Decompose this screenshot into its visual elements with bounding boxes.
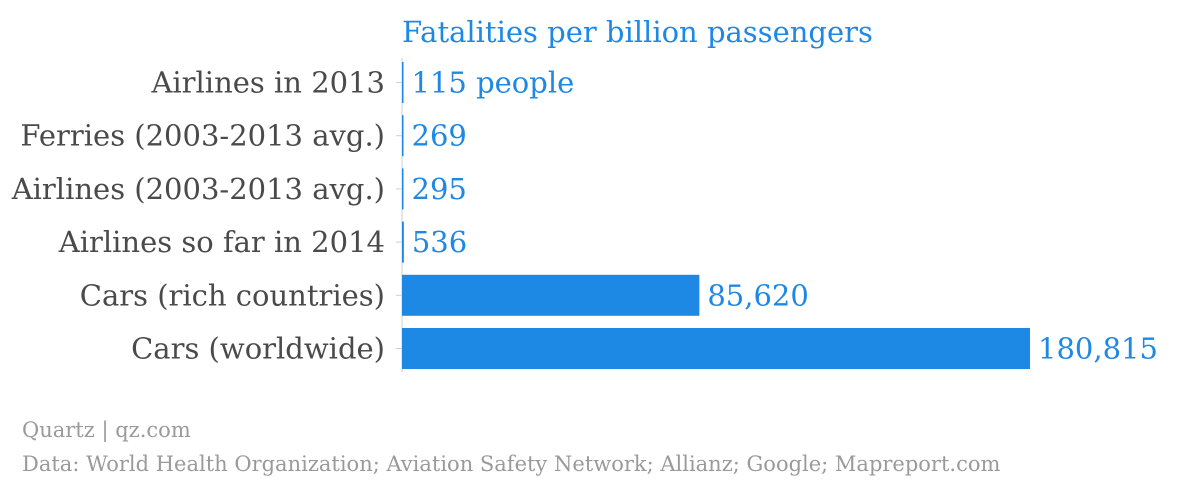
bar-chart: Fatalities per billion passengers Airlin… bbox=[11, 15, 1158, 372]
value-label-airlines-2003-2013-avg: 295 bbox=[412, 172, 467, 206]
value-label-airlines-so-far-in-2014: 536 bbox=[412, 225, 467, 259]
bars-group: Airlines in 2013 115 people Ferries (2003-… bbox=[11, 62, 1158, 369]
category-label-cars-rich-countries: Cars (rich countries) bbox=[80, 278, 385, 312]
footer-credit: Quartz | qz.com bbox=[22, 418, 191, 442]
value-label-cars-worldwide: 180,815 bbox=[1038, 332, 1158, 366]
category-label-airlines-so-far-in-2014: Airlines so far in 2014 bbox=[58, 225, 385, 259]
category-label-airlines-2003-2013-avg: Airlines (2003-2013 avg.) bbox=[11, 172, 385, 206]
category-label-airlines-in-2013: Airlines in 2013 bbox=[150, 66, 385, 100]
bar-airlines-so-far-in-2014 bbox=[402, 221, 404, 263]
value-label-cars-rich-countries: 85,620 bbox=[707, 278, 808, 312]
bar-cars-worldwide bbox=[402, 328, 1030, 369]
value-label-ferries-2003-2013-avg: 269 bbox=[412, 119, 467, 153]
value-label-airlines-in-2013: 115 people bbox=[412, 66, 575, 100]
bar-airlines-in-2013 bbox=[402, 62, 404, 103]
footer-source: Data: World Health Organization; Aviatio… bbox=[22, 452, 1001, 476]
category-label-ferries-2003-2013-avg: Ferries (2003-2013 avg.) bbox=[20, 119, 385, 153]
category-label-cars-worldwide: Cars (worldwide) bbox=[131, 332, 385, 366]
bar-airlines-2003-2013-avg bbox=[402, 168, 404, 210]
bar-ferries-2003-2013-avg bbox=[402, 115, 404, 157]
chart-title: Fatalities per billion passengers bbox=[402, 15, 873, 49]
bar-cars-rich-countries bbox=[402, 274, 700, 316]
